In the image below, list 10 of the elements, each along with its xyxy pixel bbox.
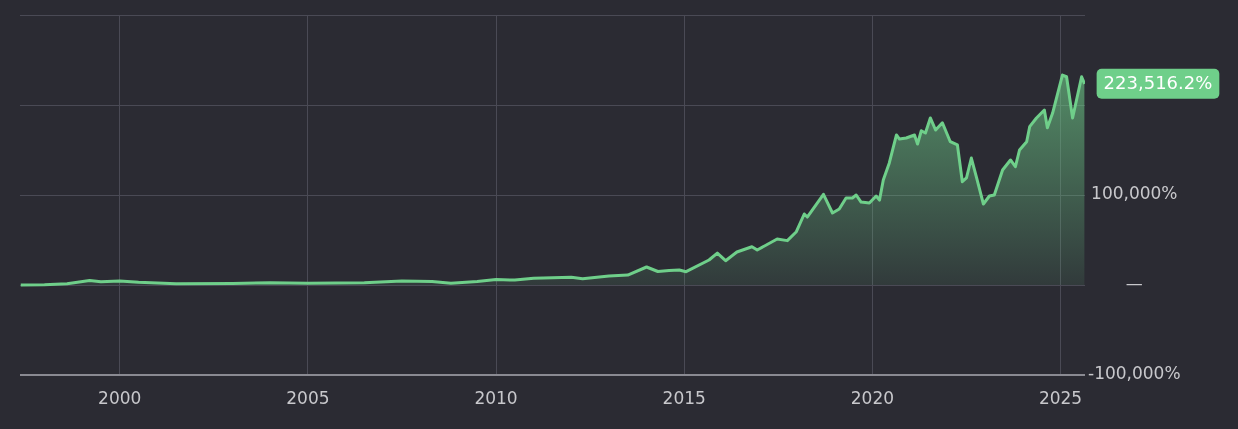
annotation: 223,516.2% [1103,71,1213,93]
x-tick-label: 2020 [850,387,895,408]
y-tick-label: -100,000% [1088,363,1181,384]
x-tick-label: 2010 [474,387,518,408]
x-tick-label: 2025 [1038,387,1083,408]
x-tick-label: 2000 [98,387,142,408]
x-tick-label: 2015 [662,387,706,408]
x-tick-label: 2005 [286,387,330,408]
y-tick-label: 100,000% [1091,183,1178,204]
y-tick-label: — [1125,273,1143,294]
